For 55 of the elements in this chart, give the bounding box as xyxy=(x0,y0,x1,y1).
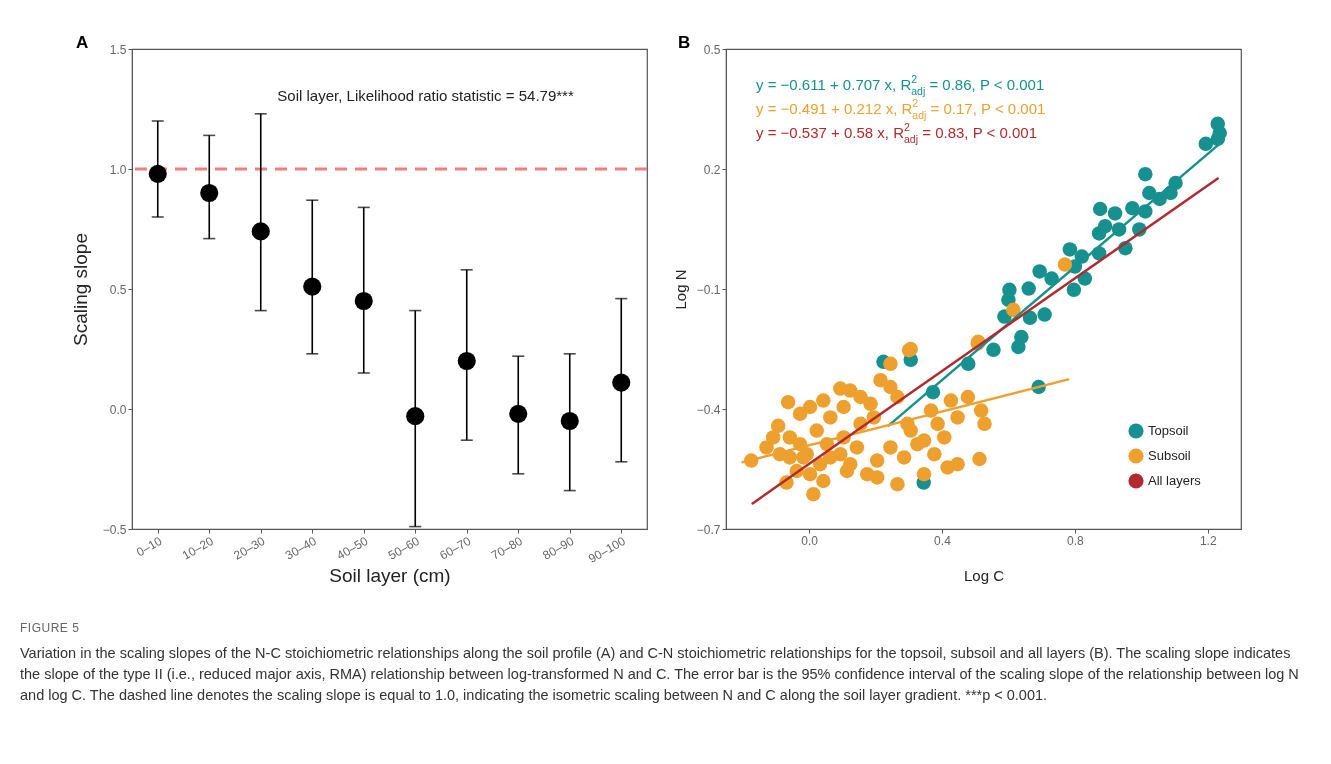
x-axis-title: Soil layer (cm) xyxy=(329,565,451,587)
point xyxy=(986,342,1001,358)
point xyxy=(303,277,322,296)
point xyxy=(354,291,373,311)
chart-title: B xyxy=(678,33,691,52)
legend-label: Subsoil xyxy=(1148,448,1191,463)
point xyxy=(1037,307,1052,322)
y-tick-label: 0.5 xyxy=(109,282,127,297)
legend-label: All layers xyxy=(1148,473,1202,488)
x-tick-label: 0.0 xyxy=(801,533,819,548)
legend-label: Topsoil xyxy=(1148,423,1189,438)
x-tick-label: 0.8 xyxy=(1067,533,1085,548)
y-tick-label: −0.4 xyxy=(696,402,721,417)
point xyxy=(457,351,476,371)
y-tick-label: −0.5 xyxy=(102,522,127,537)
y-tick-label: 0.0 xyxy=(109,402,127,417)
y-tick-label: 0.5 xyxy=(703,42,721,57)
point xyxy=(612,373,631,392)
point xyxy=(560,411,579,431)
point xyxy=(1032,264,1047,279)
y-tick-label: −0.1 xyxy=(696,282,721,297)
point xyxy=(200,183,219,203)
text: Variation in the scaling slopes of the N-C stoichiometric relationships along the soil profile (A) and C-N stoichiometric relationships for the topsoil, subsoil and all layers (B). The scaling slope indicates the slope of the type II (i.e., reduced major axis, RMA) relationship between log-transformed N and C. The error bar is the 95% confidence interval of the scaling slope of the relationship between log N and log C. The dashed line denotes the scaling slope is equal to 1.0, indicating the isometric scaling between N and C along the soil layer gradient. ***p < 0.001. xyxy=(20,644,1300,705)
y-axis-title: Scaling slope xyxy=(69,232,91,347)
point xyxy=(1138,166,1153,182)
annotation: y = −0.537 + 0.58 x, R$^{2}$$_{adj}$ = 0.83, P < 0.001 xyxy=(756,121,1038,145)
point xyxy=(1210,131,1225,147)
y-tick-label: −0.7 xyxy=(696,522,721,537)
point xyxy=(1021,281,1036,296)
point xyxy=(1092,201,1108,217)
x-tick-label: 0.4 xyxy=(934,533,952,548)
point xyxy=(1066,282,1082,298)
annotation: y = −0.611 + 0.707 x, R$^{2}$$_{adj}$ = 0.86, P < 0.001 xyxy=(756,73,1045,97)
point xyxy=(1198,136,1214,152)
annotation: y = −0.491 + 0.212 x, R$^{2}$$_{adj}$ = 0.17, P < 0.001 xyxy=(756,97,1046,121)
annotation: Soil layer, Likelihood ratio statistic = 54.79*** xyxy=(277,87,574,104)
point xyxy=(1022,310,1038,326)
x-tick-label: 0–10 xyxy=(134,533,165,560)
chart-title: A xyxy=(76,33,89,52)
x-axis-title: Log C xyxy=(963,566,1005,584)
point xyxy=(1062,242,1078,257)
point xyxy=(406,407,425,426)
y-tick-label: 0.2 xyxy=(703,162,721,177)
point xyxy=(251,222,270,241)
caption: FIGURE 5 xyxy=(20,620,81,637)
x-tick-label: 1.2 xyxy=(1199,533,1217,548)
point xyxy=(1091,226,1107,241)
point xyxy=(509,404,528,423)
point xyxy=(1107,206,1123,221)
y-axis-title: Log N xyxy=(671,269,689,310)
point xyxy=(1125,200,1140,216)
point xyxy=(148,164,167,183)
y-tick-label: 1.5 xyxy=(109,42,127,57)
point xyxy=(1011,339,1026,355)
y-tick-label: 1.0 xyxy=(109,162,127,177)
